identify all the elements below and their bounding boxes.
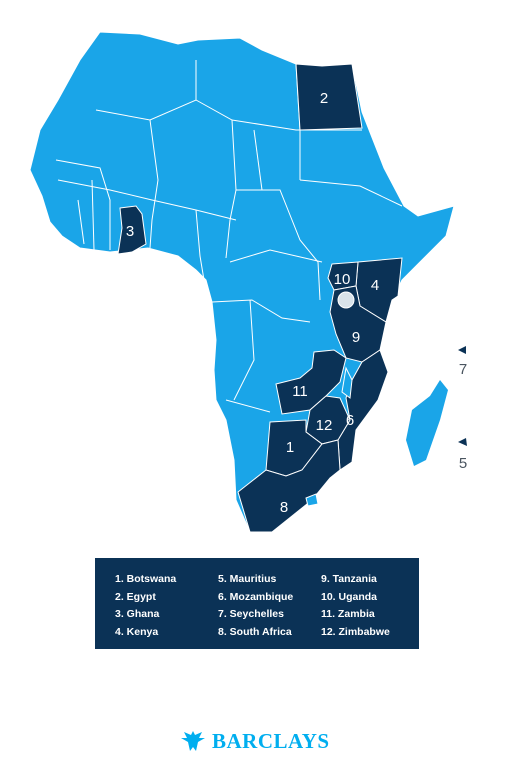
legend-item-botswana: 1. Botswana <box>115 573 177 585</box>
legend-item-mauritius: 5. Mauritius <box>218 573 277 585</box>
africa-map: 1 2 3 4 5 6 7 8 9 10 11 12 <box>29 31 467 533</box>
legend-item-tanzania: 9. Tanzania <box>321 573 377 585</box>
malawi <box>341 366 353 399</box>
lake-victoria <box>337 291 355 309</box>
legend-item-mozambique: 6. Mozambique <box>218 590 294 603</box>
legend-item-zambia: 11. Zambia <box>321 608 375 620</box>
marker-mauritius: 5 <box>459 455 467 472</box>
brand-name: BARCLAYS <box>212 728 330 753</box>
marker-zimbabwe: 12 <box>316 417 333 434</box>
map-markers: 1 2 3 4 5 6 7 8 9 10 11 12 <box>126 90 467 516</box>
legend-item-south-africa: 8. South Africa <box>218 625 292 638</box>
marker-egypt: 2 <box>320 90 328 107</box>
marker-seychelles: 7 <box>459 361 467 378</box>
madagascar <box>406 380 448 466</box>
legend-item-kenya: 4. Kenya <box>115 625 159 638</box>
marker-mozambique: 6 <box>346 412 354 429</box>
country-south-africa <box>237 439 341 533</box>
marker-zambia: 11 <box>292 383 308 400</box>
barclays-logo: BARCLAYS <box>180 725 330 757</box>
marker-kenya: 4 <box>371 277 379 294</box>
marker-botswana: 1 <box>286 439 294 456</box>
seychelles-island <box>458 346 466 354</box>
legend-item-seychelles: 7. Seychelles <box>218 608 284 620</box>
country-legend: 1. Botswana 5. Mauritius 9. Tanzania 2. … <box>95 558 419 649</box>
lesotho <box>305 493 319 507</box>
legend-item-zimbabwe: 12. Zimbabwe <box>321 625 390 638</box>
legend-item-uganda: 10. Uganda <box>321 590 378 603</box>
mauritius-island <box>458 438 467 446</box>
marker-tanzania: 9 <box>352 329 360 346</box>
marker-ghana: 3 <box>126 223 134 240</box>
legend-item-egypt: 2. Egypt <box>115 590 156 603</box>
eagle-icon <box>181 731 205 751</box>
country-egypt <box>295 63 363 131</box>
marker-uganda: 10 <box>334 271 351 288</box>
legend-item-ghana: 3. Ghana <box>115 608 160 620</box>
country-ghana <box>117 205 147 255</box>
marker-south-africa: 8 <box>280 499 288 516</box>
